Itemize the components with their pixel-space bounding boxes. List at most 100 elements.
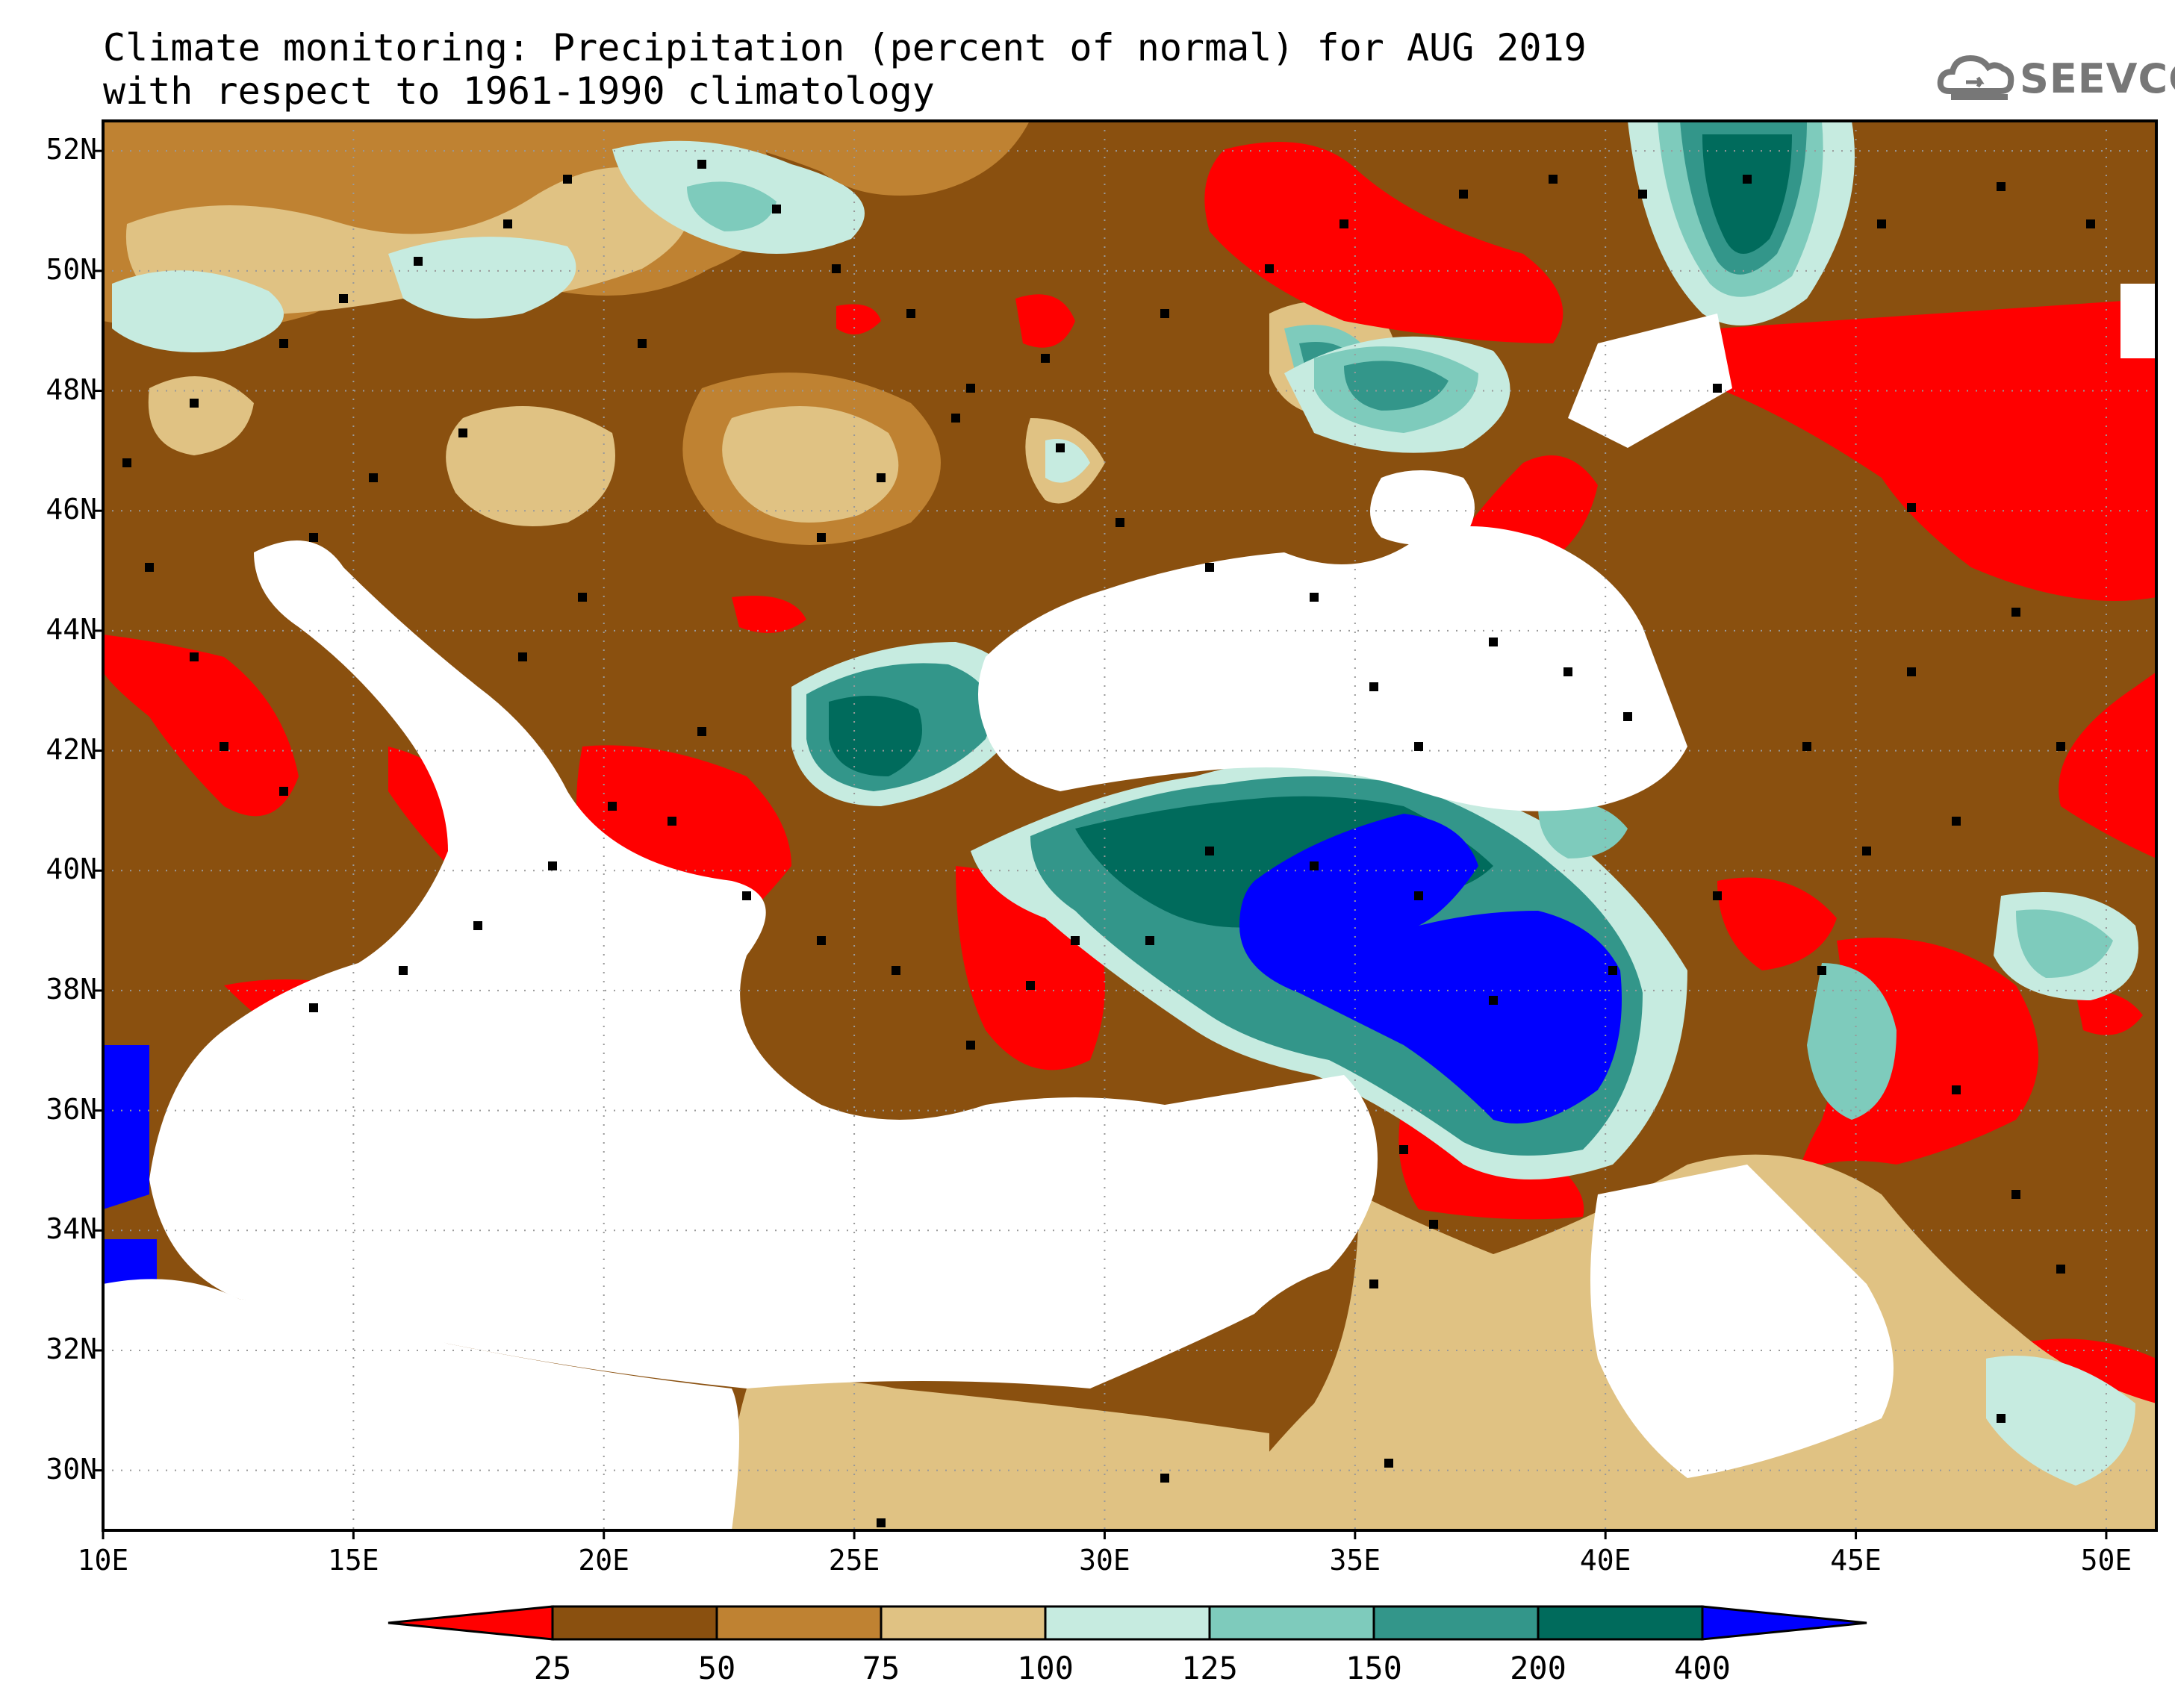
station-marker — [1907, 667, 1916, 676]
station-marker — [966, 384, 975, 393]
station-marker — [877, 1518, 886, 1527]
station-marker — [2086, 219, 2095, 228]
station-marker — [339, 294, 348, 303]
station-marker — [1071, 936, 1080, 945]
lon-label: 30E — [1079, 1544, 1130, 1577]
field-patch — [388, 237, 576, 319]
axis-ticks — [94, 149, 2108, 1539]
station-marker — [1459, 190, 1468, 199]
lat-label: 34N — [46, 1212, 97, 1246]
no-data-area — [1590, 1165, 1894, 1478]
field-patch-red — [2076, 991, 2143, 1035]
field-patch-red — [1717, 299, 2156, 601]
station-marker — [2011, 1190, 2020, 1199]
station-marker — [1160, 1474, 1169, 1483]
lon-label: 20E — [578, 1544, 630, 1577]
station-marker — [1489, 638, 1498, 646]
lon-label: 45E — [1830, 1544, 1882, 1577]
station-marker — [742, 891, 751, 900]
station-marker — [399, 966, 408, 975]
colorbar-label: 125 — [1181, 1650, 1238, 1686]
field-patch — [2016, 909, 2113, 978]
station-marker — [1041, 354, 1050, 363]
station-marker — [832, 264, 841, 273]
azov-sea — [1370, 470, 1475, 545]
station-marker — [1205, 563, 1214, 572]
field-patch — [112, 270, 284, 352]
station-marker — [1997, 1414, 2006, 1423]
field-patch — [1702, 134, 1792, 254]
colorbar-segment — [1208, 1605, 1375, 1641]
station-marker — [1743, 175, 1752, 184]
lon-label: 40E — [1579, 1544, 1631, 1577]
station-marker — [1623, 712, 1632, 721]
station-marker — [638, 339, 647, 348]
colorbar-segment — [1044, 1605, 1211, 1641]
field-patch — [829, 696, 922, 776]
station-marker — [1952, 1085, 1961, 1094]
lat-label: 48N — [46, 373, 97, 406]
mediterranean-sea — [149, 540, 1378, 1388]
colorbar-label: 400 — [1674, 1650, 1731, 1686]
station-marker — [563, 175, 572, 184]
station-marker — [279, 787, 288, 796]
station-marker — [1563, 667, 1572, 676]
field-patch-red — [836, 304, 881, 334]
station-marker — [1952, 817, 1961, 826]
station-marker — [190, 652, 199, 661]
station-marker — [817, 533, 826, 542]
station-marker — [1907, 503, 1916, 512]
field-patch-red — [1015, 294, 1075, 348]
station-marker — [1339, 219, 1348, 228]
station-marker — [414, 257, 423, 266]
lon-label: 10E — [77, 1544, 129, 1577]
station-marker — [2011, 608, 2020, 617]
station-marker — [951, 414, 960, 423]
station-marker — [966, 1041, 975, 1050]
field-patch — [1807, 963, 1896, 1120]
seevccc-logo: SEEVCCC — [1936, 45, 2175, 112]
station-marker — [1638, 190, 1647, 199]
station-marker — [1817, 966, 1826, 975]
lat-label: 44N — [46, 612, 97, 646]
lat-label: 46N — [46, 493, 97, 526]
colorbar-label: 150 — [1345, 1650, 1402, 1686]
station-marker — [1862, 847, 1871, 855]
station-marker — [1265, 264, 1274, 273]
colorbar-segment — [388, 1605, 554, 1641]
colorbar-label: 100 — [1017, 1650, 1074, 1686]
station-marker — [458, 428, 467, 437]
station-marker — [503, 219, 512, 228]
no-data-area — [103, 1279, 739, 1530]
station-marker — [145, 563, 154, 572]
field-patch — [1986, 1356, 2135, 1486]
map-field — [103, 121, 2156, 1530]
station-marker — [1205, 847, 1214, 855]
lat-label: 38N — [46, 972, 97, 1006]
station-marker — [892, 966, 900, 975]
field-patch — [1344, 361, 1449, 411]
field-patch — [1538, 802, 1628, 858]
no-data-area — [2120, 284, 2156, 358]
field-patch-blue — [103, 1239, 157, 1284]
station-marker — [1145, 936, 1154, 945]
station-marker — [772, 205, 781, 214]
station-marker — [220, 742, 228, 751]
map-title-line2: with respect to 1961-1990 climatology — [103, 69, 935, 113]
station-marker — [1160, 309, 1169, 318]
station-marker — [473, 921, 482, 930]
station-marker — [518, 652, 527, 661]
station-marker — [1414, 891, 1423, 900]
colorbar-segment — [715, 1605, 883, 1641]
colorbar-segment — [1701, 1605, 1867, 1641]
station-marker — [608, 802, 617, 811]
station-marker — [122, 458, 131, 467]
logo-text: SEEVCCC — [2020, 55, 2175, 102]
colorbar-label: 25 — [533, 1650, 572, 1686]
black-sea — [978, 526, 1687, 811]
station-marker — [309, 533, 318, 542]
station-marker — [1056, 443, 1065, 452]
cloud-icon — [1937, 54, 2014, 100]
field-patch — [446, 406, 615, 526]
station-marker — [1713, 891, 1722, 900]
